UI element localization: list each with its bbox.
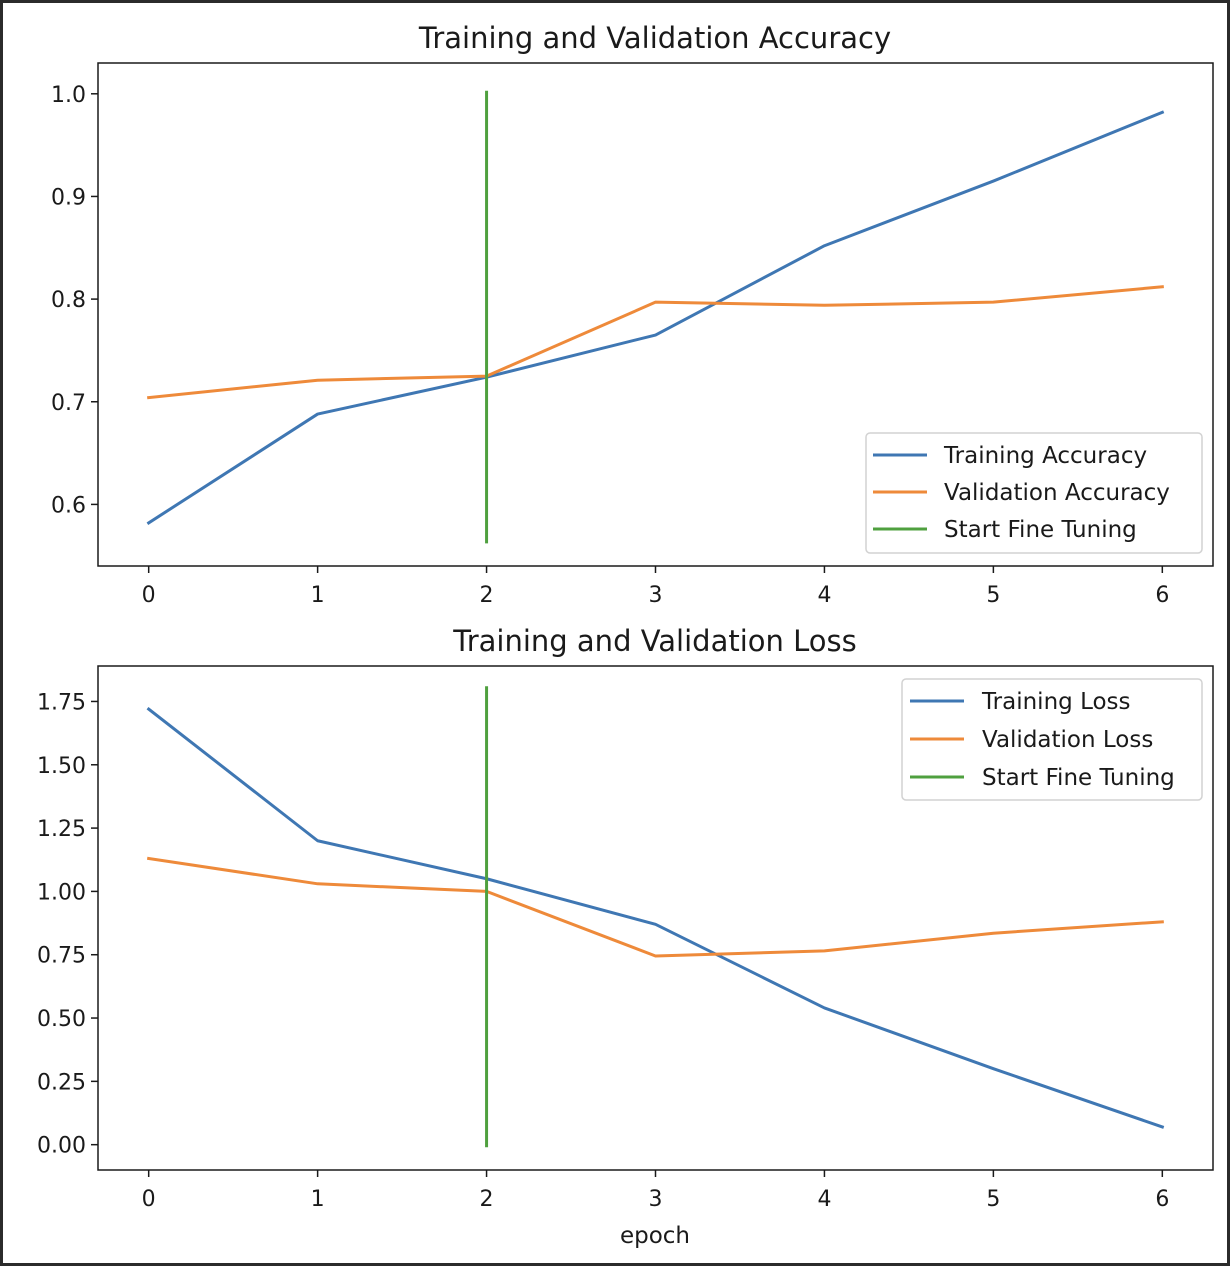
y-tick-label: 1.25 [37,817,86,842]
legend-label-start-fine-tuning-loss: Start Fine Tuning [982,765,1175,791]
y-tick-label: 0.25 [37,1070,86,1095]
x-tick-label: 5 [986,583,1000,608]
loss-lines [146,686,1165,1148]
accuracy-y-axis: 0.6 0.7 0.8 0.9 1.0 [51,83,98,518]
accuracy-legend-box [865,432,1203,554]
accuracy-lines [146,90,1165,544]
legend-label-validation-accuracy: Validation Accuracy [944,480,1170,506]
x-tick-label: 3 [649,583,663,608]
legend-label-training-loss: Training Loss [981,689,1131,715]
x-tick-label: 4 [817,583,831,608]
loss-legend: Training Loss Validation Loss Start Fine… [901,678,1203,801]
figure-canvas: Training and Validation Accuracy 0.60.70… [37,21,1214,1249]
series-line-training-accuracy [146,110,1165,525]
x-tick-label: 0 [142,1187,156,1212]
x-tick-label: 3 [649,1187,663,1212]
loss-x-axis-label: epoch [620,1223,690,1249]
y-tick-label: 1.50 [37,754,86,779]
y-tick-label: 0.6 [51,493,86,518]
loss-chart: Training and Validation Loss 0.00 0.25 0.5… [37,624,1214,1249]
legend-label-validation-loss: Validation Loss [982,727,1153,753]
legend-label-training-accuracy: Training Accuracy [943,443,1147,469]
series-line-validation-loss [146,856,1164,958]
loss-chart-title: Training and Validation Loss [452,624,856,658]
y-tick-label: 0.50 [37,1007,86,1032]
y-tick-label: 1.0 [51,83,86,108]
loss-x-axis: 0 1 2 3 4 5 6 [142,1170,1169,1212]
y-tick-label: 0.8 [51,288,86,313]
series-line-validation-accuracy [147,285,1164,400]
legend-label-start-fine-tuning: Start Fine Tuning [944,517,1137,543]
series-line-training-loss [146,706,1165,1129]
y-tick-label: 1.75 [37,690,86,715]
x-tick-label: 0 [142,583,156,608]
x-tick-label: 1 [311,1187,325,1212]
y-tick-label: 0.7 [51,391,86,416]
accuracy-chart: Training and Validation Accuracy 0.60.70… [51,21,1214,608]
accuracy-x-axis: 0 1 2 3 4 5 6 [142,566,1169,608]
x-tick-label: 6 [1155,583,1169,608]
x-tick-label: 2 [480,1187,494,1212]
accuracy-chart-title: Training and Validation Accuracy [418,21,891,55]
y-tick-label: 0.9 [51,185,86,210]
x-tick-label: 4 [817,1187,831,1212]
loss-legend-box [901,678,1203,801]
y-tick-label: 1.00 [37,880,86,905]
x-tick-label: 5 [986,1187,1000,1212]
accuracy-legend: Training Accuracy Validation Accuracy St… [865,432,1203,554]
x-tick-label: 1 [311,583,325,608]
x-tick-label: 6 [1155,1187,1169,1212]
y-tick-label: 0.00 [37,1134,86,1159]
y-tick-label: 0.75 [37,944,86,969]
x-tick-label: 2 [480,583,494,608]
loss-y-axis: 0.00 0.25 0.50 0.75 1.00 1.25 1.50 1.75 [37,690,98,1159]
